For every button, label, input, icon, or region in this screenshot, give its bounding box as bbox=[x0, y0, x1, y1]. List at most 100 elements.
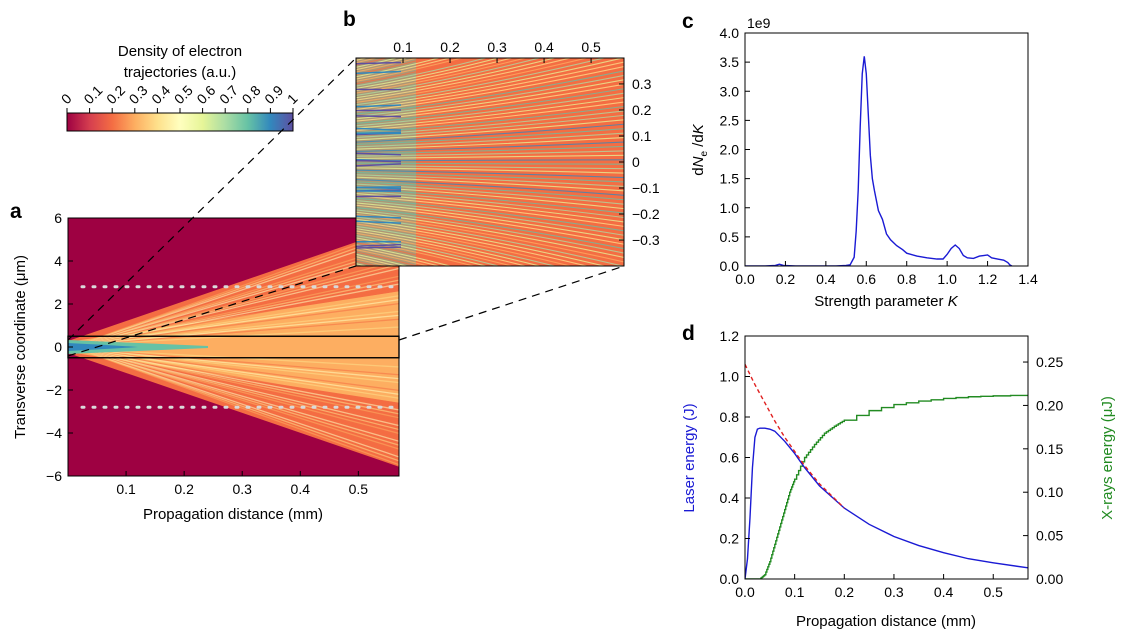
x-tick-label: 0.3 bbox=[487, 39, 507, 55]
colorbar-tick-label: 0.6 bbox=[193, 82, 218, 107]
panel-label-c: c bbox=[682, 10, 694, 33]
x-tick-label: 0.5 bbox=[349, 481, 369, 497]
y-tick-label: 0.10 bbox=[1036, 484, 1063, 500]
panel-a: a 0.1 0.2 0.3 0.4 0.5 6 4 2 0 −2 −4 −6 Propagation… bbox=[10, 200, 401, 523]
colorbar-tick-label: 0.8 bbox=[239, 82, 264, 107]
y-tick-label: 0 bbox=[54, 339, 62, 355]
y-tick-label: 1.5 bbox=[720, 171, 740, 187]
y-tick-label: 4 bbox=[54, 253, 62, 269]
panel-label-d: d bbox=[682, 322, 695, 345]
trajectory-core bbox=[356, 187, 401, 188]
x-axis-label-a: Propagation distance (mm) bbox=[143, 506, 323, 523]
x-tick-label: 0.4 bbox=[816, 271, 836, 287]
y-tick-label: −6 bbox=[46, 468, 62, 484]
x-tick-label: 0.1 bbox=[785, 584, 805, 600]
y-tick-label: −0.3 bbox=[632, 232, 660, 248]
colorbar: Density of electron trajectories (a.u.) … bbox=[58, 43, 301, 131]
plot-frame-c bbox=[745, 33, 1028, 266]
y-ticks-b: 0.30.20.10−0.1−0.2−0.3 bbox=[619, 76, 660, 248]
y-tick-label: 1.2 bbox=[720, 328, 740, 344]
laser-energy-line bbox=[745, 428, 1028, 579]
y-tick-label: 4.0 bbox=[720, 25, 740, 41]
y-tick-label: −4 bbox=[46, 425, 62, 441]
x-tick-label: 0.8 bbox=[897, 271, 917, 287]
colorbar-tick-label: 0.5 bbox=[171, 82, 196, 107]
trajectory-core bbox=[356, 247, 401, 248]
x-tick-label: 0.3 bbox=[232, 481, 252, 497]
panel-label-a: a bbox=[10, 200, 22, 223]
y-tick-label: 3.5 bbox=[720, 54, 740, 70]
y-tick-label: 2.5 bbox=[720, 112, 740, 128]
panel-c: c 1e9 0.0 0.2 0.4 0.6 0.8 1.0 1.2 1.4 0.0 0.5 1.0… bbox=[682, 10, 1038, 310]
trajectory bbox=[356, 0, 624, 67]
x-tick-label: 0.1 bbox=[116, 481, 136, 497]
x-tick-label: 1.4 bbox=[1018, 271, 1038, 287]
x-tick-label: 0.6 bbox=[857, 271, 877, 287]
x-tick-label: 0.2 bbox=[835, 584, 855, 600]
y-axis-label-right-d: X-rays energy (μJ) bbox=[1099, 396, 1116, 520]
x-tick-label: 1.2 bbox=[978, 271, 998, 287]
colorbar-tick-label: 0 bbox=[58, 90, 75, 107]
x-tick-label: 0.3 bbox=[884, 584, 904, 600]
y-tick-label: −0.1 bbox=[632, 180, 660, 196]
y-tick-label: 0.0 bbox=[720, 571, 740, 587]
spectrum-line bbox=[745, 56, 1012, 266]
y-tick-label: 0.0 bbox=[720, 258, 740, 274]
x-tick-label: 0.2 bbox=[776, 271, 796, 287]
y-tick-label: 0.2 bbox=[632, 102, 652, 118]
multiplier-c: 1e9 bbox=[747, 15, 771, 31]
colorbar-tick-label: 1 bbox=[284, 90, 301, 107]
y-tick-label: 0.1 bbox=[632, 128, 652, 144]
y-tick-label: 2.0 bbox=[720, 142, 740, 158]
trajectory-core bbox=[356, 110, 401, 111]
y-tick-label: 3.0 bbox=[720, 83, 740, 99]
panel-d: d 0.0 0.1 0.2 0.3 0.4 0.5 0.0 0.2 0.4 0.6 0.8 1.0 1… bbox=[681, 322, 1116, 630]
x-tick-label: 0.4 bbox=[291, 481, 311, 497]
heatmap-a bbox=[68, 218, 401, 476]
y-tick-label: 0.20 bbox=[1036, 397, 1063, 413]
x-axis-label-d: Propagation distance (mm) bbox=[796, 613, 976, 630]
x-tick-label: 0.5 bbox=[984, 584, 1004, 600]
y-tick-label: 2 bbox=[54, 296, 62, 312]
trajectory bbox=[356, 0, 624, 65]
y-tick-label: 0.3 bbox=[632, 76, 652, 92]
y-tick-label: −2 bbox=[46, 382, 62, 398]
x-ticks-d: 0.0 0.1 0.2 0.3 0.4 0.5 bbox=[735, 574, 1003, 600]
connector-right bbox=[399, 266, 585, 358]
colorbar-title-line1: Density of electron bbox=[118, 43, 242, 60]
colorbar-tick-label: 0.7 bbox=[216, 82, 241, 107]
colorbar-tick-label: 0.9 bbox=[261, 82, 286, 107]
right-y-ticks-d: 0.00 0.05 0.10 0.15 0.20 0.25 bbox=[1023, 354, 1063, 587]
y-axis-label-left-d: Laser energy (J) bbox=[681, 403, 698, 512]
colorbar-tick-label: 0.2 bbox=[103, 82, 128, 107]
y-tick-label: 0.5 bbox=[720, 229, 740, 245]
connector-top-right bbox=[399, 266, 624, 340]
y-tick-label: 6 bbox=[54, 210, 62, 226]
y-tick-label: 0.25 bbox=[1036, 354, 1063, 370]
x-tick-label: 1.0 bbox=[937, 271, 957, 287]
x-tick-label: 0.4 bbox=[934, 584, 954, 600]
y-tick-label: 0 bbox=[632, 154, 640, 170]
y-tick-label: 0.00 bbox=[1036, 571, 1063, 587]
plot-frame-d bbox=[745, 336, 1028, 579]
y-tick-label: 0.15 bbox=[1036, 441, 1063, 457]
y-axis-label-c: dNe /dK bbox=[690, 123, 710, 175]
x-tick-label: 0.4 bbox=[534, 39, 554, 55]
colorbar-title-line2: trajectories (a.u.) bbox=[124, 64, 237, 81]
connector-bottom-right bbox=[399, 266, 624, 356]
y-tick-label: 1.0 bbox=[720, 200, 740, 216]
x-tick-label: 0.2 bbox=[440, 39, 460, 55]
xray-energy-line bbox=[745, 395, 1028, 579]
y-tick-label: 0.8 bbox=[720, 409, 740, 425]
y-tick-label: 0.4 bbox=[720, 490, 740, 506]
colorbar-strip bbox=[67, 113, 293, 131]
laser-energy-fit-line bbox=[745, 364, 844, 508]
y-tick-label: 1.0 bbox=[720, 369, 740, 385]
x-tick-label: 0.2 bbox=[174, 481, 194, 497]
y-tick-label: 0.2 bbox=[720, 531, 740, 547]
y-tick-label: 0.6 bbox=[720, 450, 740, 466]
y-tick-label: 0.05 bbox=[1036, 528, 1063, 544]
colorbar-tick-label: 0.1 bbox=[80, 82, 105, 107]
colorbar-tick-label: 0.3 bbox=[126, 82, 151, 107]
